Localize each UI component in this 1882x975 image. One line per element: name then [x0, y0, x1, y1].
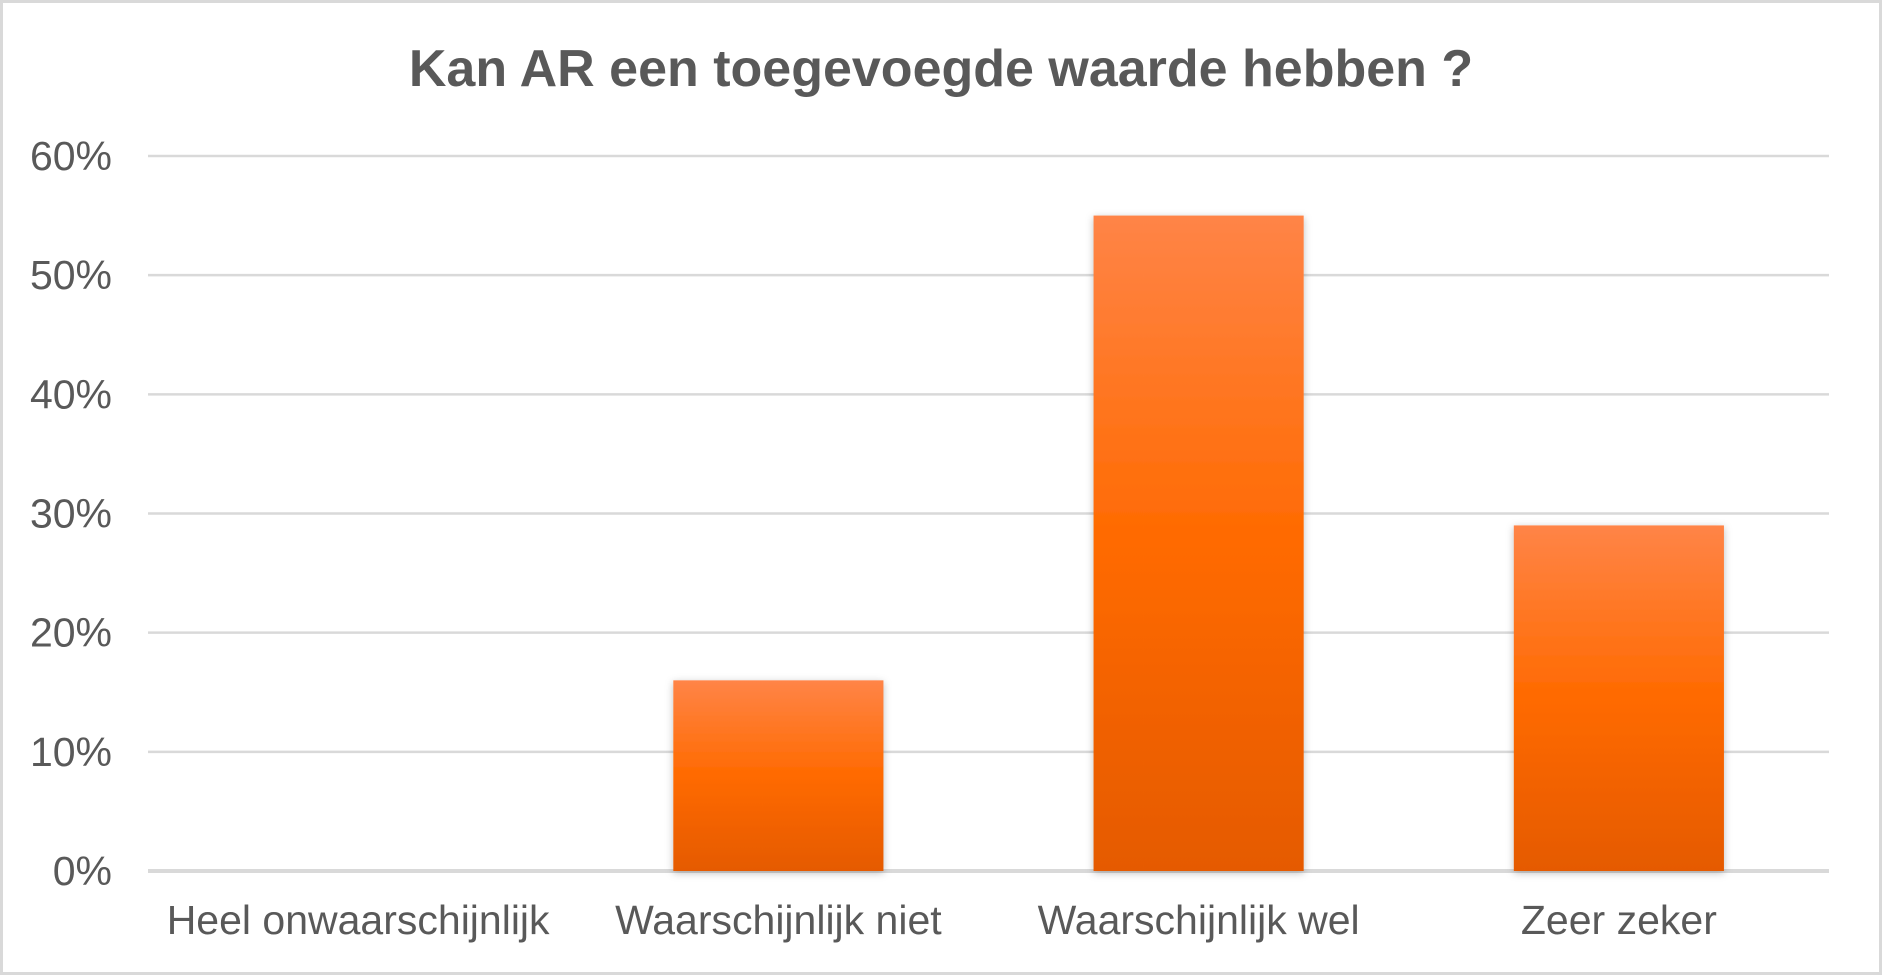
y-tick-label: 10% — [30, 729, 112, 775]
x-category-label: Heel onwaarschijnlijk — [167, 897, 550, 943]
y-tick-label: 20% — [30, 610, 112, 656]
bar-zeer-zeker — [1513, 525, 1724, 871]
bar-waarschijnlijk-niet — [673, 680, 884, 871]
bar-waarschijnlijk-wel — [1093, 215, 1304, 872]
y-tick-label: 50% — [30, 252, 112, 298]
y-tick-label: 40% — [30, 371, 112, 417]
x-axis-category-labels: Heel onwaarschijnlijk Waarschijnlijk niet… — [167, 897, 1717, 943]
y-tick-label: 0% — [53, 848, 112, 894]
x-category-label: Waarschijnlijk niet — [615, 897, 942, 943]
x-category-label: Waarschijnlijk wel — [1038, 897, 1360, 943]
chart-title: Kan AR een toegevoegde waarde hebben ? — [409, 40, 1473, 98]
bars — [673, 215, 1724, 872]
y-tick-label: 60% — [30, 133, 112, 179]
y-axis-tick-labels: 0% 10% 20% 30% 40% 50% 60% — [30, 133, 112, 894]
x-category-label: Zeer zeker — [1521, 897, 1717, 943]
y-tick-label: 30% — [30, 491, 112, 537]
